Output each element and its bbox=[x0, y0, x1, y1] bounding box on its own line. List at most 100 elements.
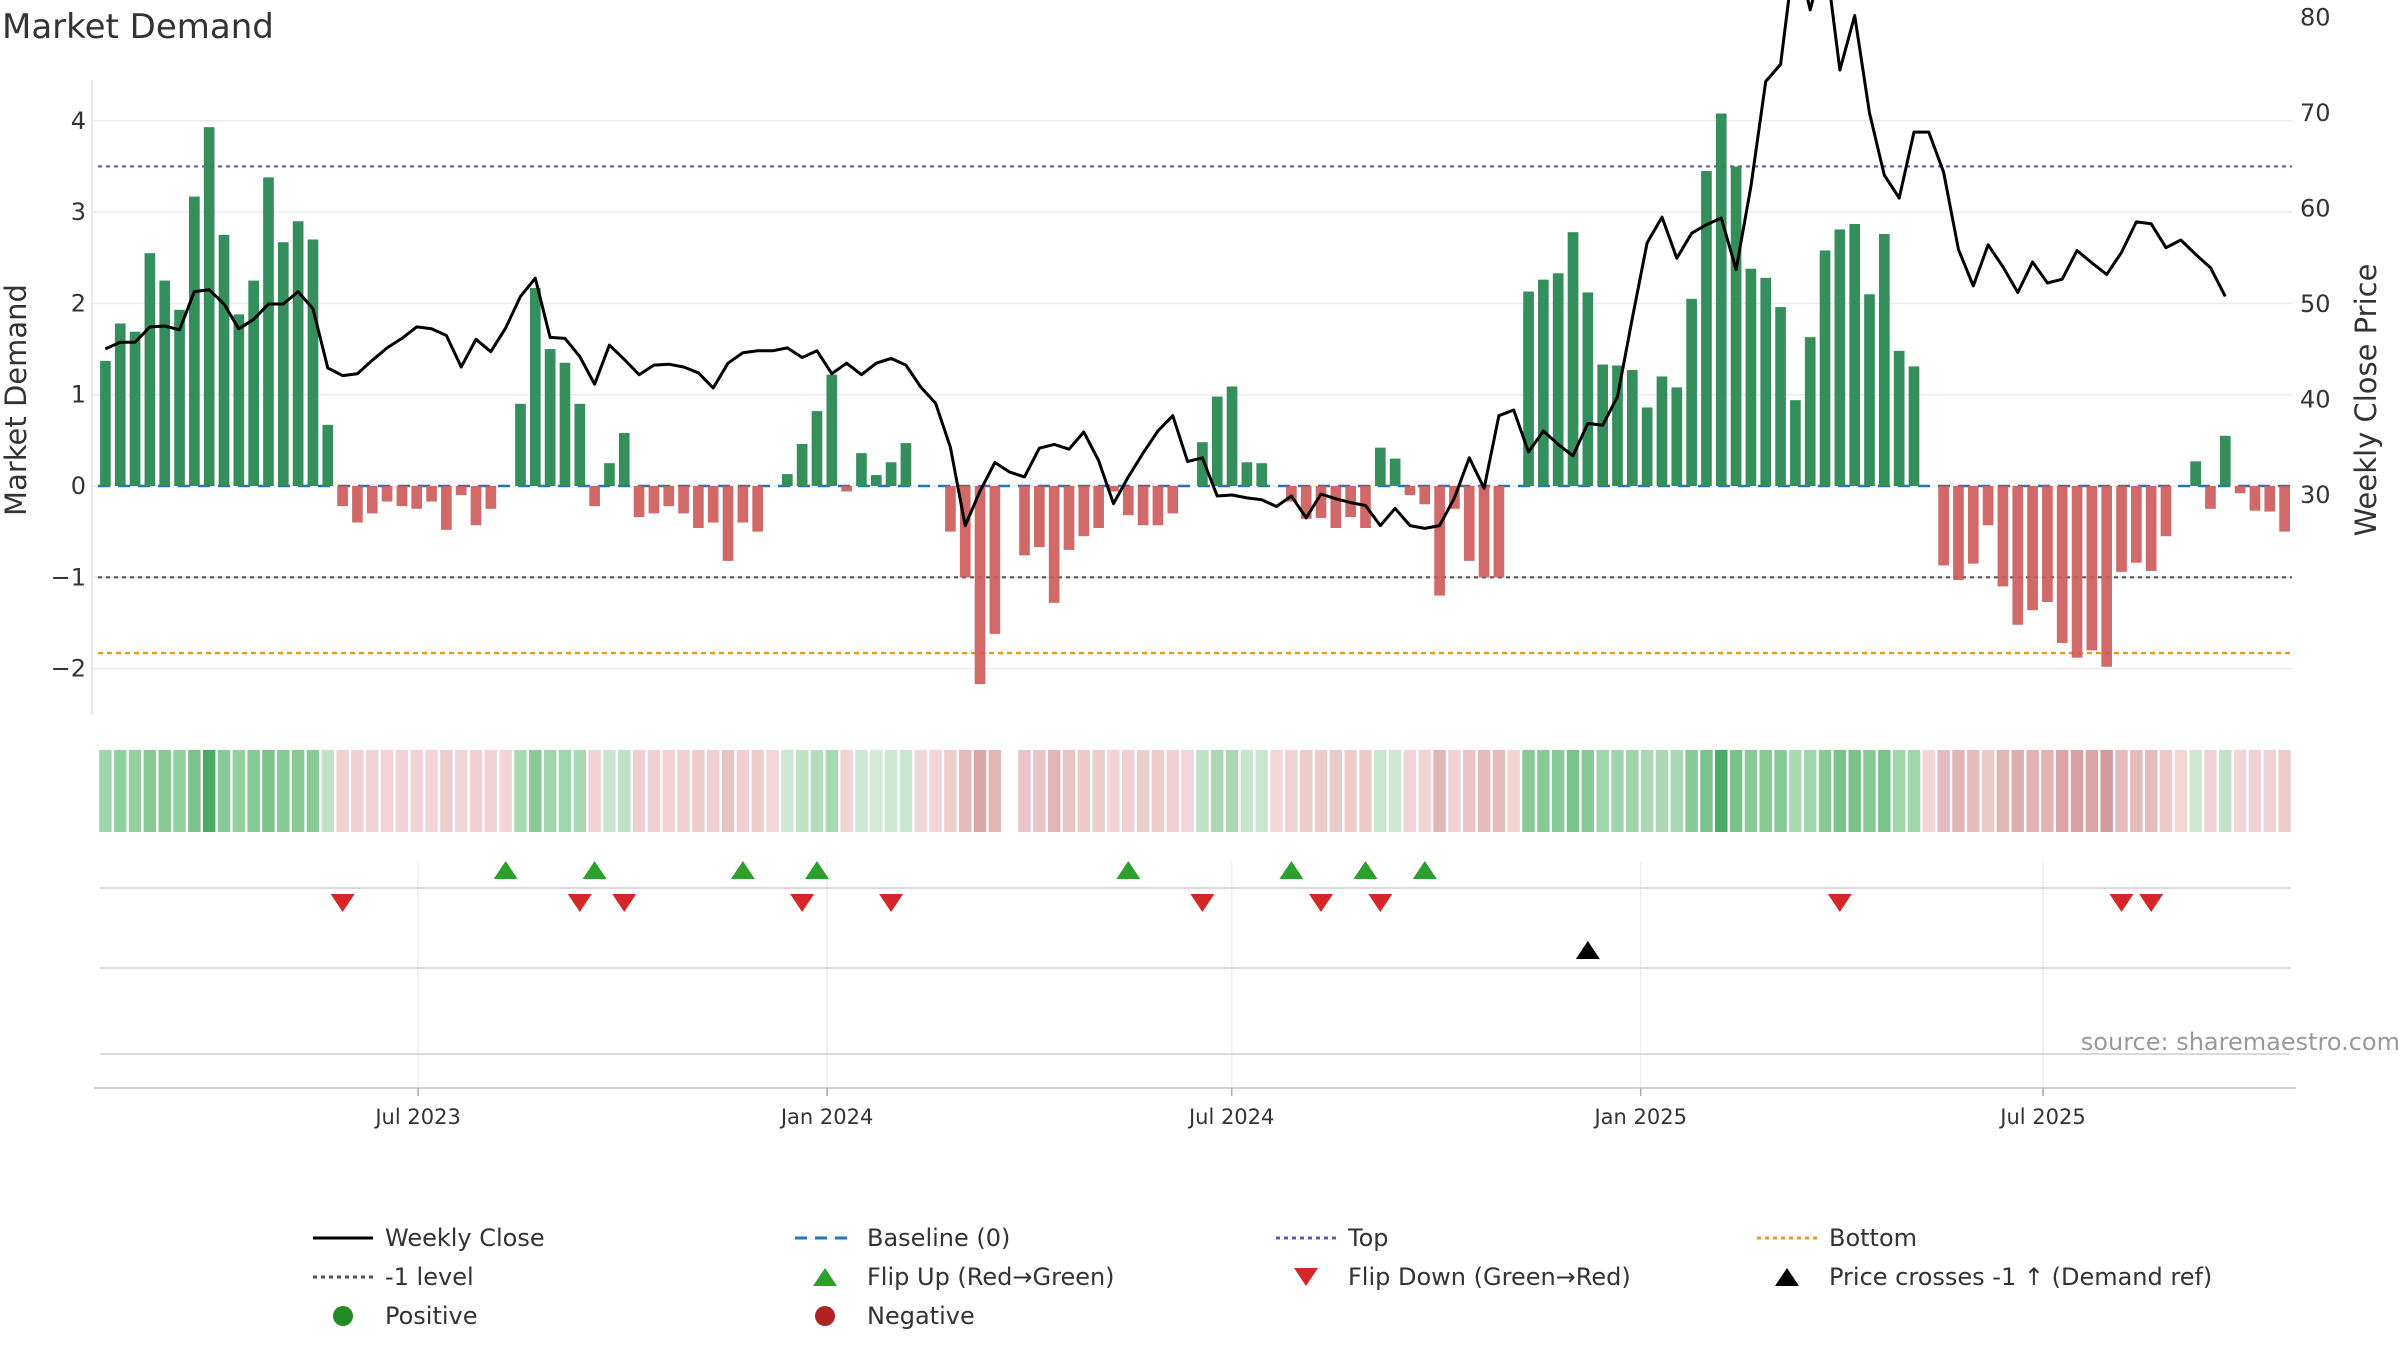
y-left-tick-label: 0 bbox=[71, 472, 86, 500]
strip-cell bbox=[944, 750, 957, 832]
demand-bar bbox=[1152, 486, 1164, 526]
strip-cell bbox=[1151, 750, 1165, 832]
y-left-tick-label: 2 bbox=[71, 289, 86, 317]
demand-bar bbox=[366, 486, 378, 514]
strip-cell bbox=[1878, 750, 1891, 832]
date-tick-label: Jan 2025 bbox=[1592, 1105, 1687, 1129]
demand-bar bbox=[1478, 486, 1490, 578]
date-tick-label: Jul 2023 bbox=[373, 1105, 460, 1129]
strip-cell bbox=[1922, 750, 1936, 832]
demand-bar bbox=[144, 253, 156, 486]
strip-cell bbox=[1403, 750, 1417, 832]
demand-bar bbox=[1523, 291, 1534, 486]
demand-bar bbox=[1108, 486, 1119, 492]
demand-bar bbox=[618, 433, 630, 486]
legend-label: Weekly Close bbox=[385, 1224, 545, 1252]
strip-cell bbox=[692, 750, 705, 832]
strip-cell bbox=[573, 750, 587, 832]
demand-bar bbox=[203, 127, 215, 486]
strip-cell bbox=[336, 750, 349, 832]
legend-label: Bottom bbox=[1829, 1224, 1917, 1252]
strip-cell bbox=[1477, 750, 1491, 832]
strip-cell bbox=[603, 750, 616, 832]
demand-bar bbox=[1626, 370, 1638, 486]
legend: Weekly Close Baseline (0) Top Bottom -1 leve… bbox=[313, 1224, 2212, 1330]
demand-bar bbox=[1864, 294, 1875, 486]
strip-cell bbox=[1803, 750, 1817, 832]
strip-cell bbox=[1907, 750, 1921, 832]
strip-cell bbox=[1863, 750, 1876, 832]
strip-cell bbox=[1655, 750, 1669, 832]
strip-cell bbox=[1463, 750, 1476, 832]
flip-down-marker bbox=[2139, 894, 2164, 912]
demand-bar bbox=[945, 486, 956, 532]
y-right-tick-label: 80 bbox=[2300, 4, 2331, 32]
demand-bar bbox=[693, 486, 704, 528]
demand-bar bbox=[2012, 486, 2024, 625]
demand-bar bbox=[2234, 486, 2246, 494]
strip-cell bbox=[1818, 750, 1832, 832]
strip-cell bbox=[1092, 750, 1105, 832]
strip-cell bbox=[1596, 750, 1609, 832]
demand-bar bbox=[1404, 486, 1416, 496]
demand-bar bbox=[885, 462, 897, 486]
flip-down-marker bbox=[790, 894, 815, 912]
demand-bar bbox=[485, 486, 497, 509]
strip-cell bbox=[543, 750, 557, 832]
strip-cell bbox=[929, 750, 942, 832]
demand-bar bbox=[781, 474, 793, 486]
demand-bar bbox=[1819, 250, 1831, 486]
demand-bar bbox=[1300, 486, 1312, 519]
flip-down-marker bbox=[2109, 894, 2134, 912]
demand-bar bbox=[1730, 166, 1742, 486]
y-axis-left-title: Market Demand bbox=[0, 284, 33, 516]
strip-cell bbox=[1448, 750, 1461, 832]
legend-symbol bbox=[1294, 1268, 1318, 1286]
demand-bar bbox=[100, 360, 111, 486]
demand-bar bbox=[1538, 279, 1549, 486]
flip-down-marker bbox=[612, 894, 637, 912]
flip-signal-panel bbox=[94, 861, 2296, 1090]
demand-bar bbox=[1745, 268, 1757, 486]
strip-cell bbox=[588, 750, 601, 832]
demand-bar bbox=[1122, 486, 1134, 516]
legend-label: Top bbox=[1347, 1224, 1389, 1252]
demand-bar bbox=[2249, 486, 2261, 511]
strip-cell bbox=[810, 750, 824, 832]
strip-cell bbox=[454, 750, 468, 832]
strip-cell bbox=[825, 750, 839, 832]
strip-cell bbox=[1759, 750, 1772, 832]
strip-cell bbox=[1433, 750, 1446, 832]
strip-cell bbox=[2189, 750, 2202, 832]
legend-label: Negative bbox=[867, 1302, 975, 1330]
demand-bar bbox=[663, 486, 675, 507]
strip-cell bbox=[1640, 750, 1654, 832]
demand-bar bbox=[2279, 486, 2290, 532]
strip-cell bbox=[855, 750, 868, 832]
strip-cell bbox=[1018, 750, 1031, 832]
demand-bar bbox=[1389, 458, 1401, 486]
strip-cell bbox=[1581, 750, 1595, 832]
strip-cell bbox=[958, 750, 972, 832]
flip-up-marker bbox=[1279, 861, 1304, 879]
y-axis-right-title: Weekly Close Price bbox=[2349, 264, 2383, 537]
demand-bar bbox=[1953, 486, 1964, 581]
demand-bar bbox=[1552, 273, 1564, 486]
flip-down-marker bbox=[1827, 894, 1852, 912]
strip-cell bbox=[736, 750, 750, 832]
strip-cell bbox=[1774, 750, 1787, 832]
legend-symbol bbox=[333, 1306, 353, 1326]
demand-bar bbox=[411, 486, 423, 509]
strip-cell bbox=[1062, 750, 1076, 832]
flip-down-marker bbox=[879, 894, 904, 912]
date-tick-label: Jan 2024 bbox=[779, 1105, 874, 1129]
strip-cell bbox=[1270, 750, 1283, 832]
price-cross-marker bbox=[1575, 941, 1600, 959]
strip-cell bbox=[306, 750, 320, 832]
demand-bar bbox=[1226, 386, 1238, 486]
strip-cell bbox=[914, 750, 927, 832]
strip-cell bbox=[1967, 750, 1980, 832]
strip-cell bbox=[1344, 750, 1357, 832]
chart-title: Market Demand bbox=[2, 7, 274, 47]
